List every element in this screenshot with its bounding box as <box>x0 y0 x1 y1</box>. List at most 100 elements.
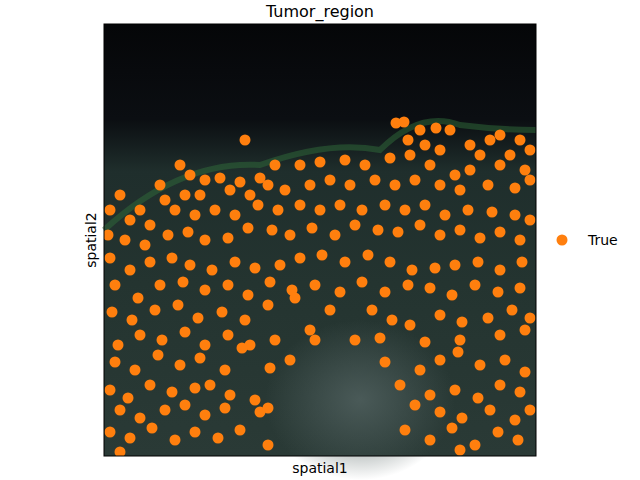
point <box>178 277 189 288</box>
point <box>330 230 341 241</box>
point <box>145 220 156 231</box>
point <box>105 253 116 264</box>
point <box>295 160 306 171</box>
point <box>363 250 374 261</box>
point <box>315 205 326 216</box>
point <box>160 405 171 416</box>
point <box>473 257 484 268</box>
point <box>325 305 336 316</box>
point <box>170 435 181 446</box>
point <box>415 365 426 376</box>
point <box>135 413 146 424</box>
point <box>340 155 351 166</box>
point <box>317 250 328 261</box>
point <box>250 395 261 406</box>
point <box>157 335 168 346</box>
point <box>525 175 536 186</box>
point <box>237 343 248 354</box>
point <box>285 230 296 241</box>
point <box>115 190 126 201</box>
point <box>110 280 121 291</box>
point <box>425 435 436 446</box>
point <box>370 175 381 186</box>
point <box>425 283 436 294</box>
point <box>104 230 114 241</box>
point <box>190 383 201 394</box>
point <box>450 385 461 396</box>
point <box>135 205 146 216</box>
point <box>123 393 134 404</box>
point <box>185 170 196 181</box>
point <box>435 230 446 241</box>
point <box>275 260 286 271</box>
point <box>403 135 414 146</box>
point <box>315 157 326 168</box>
point <box>107 307 118 318</box>
point <box>380 357 391 368</box>
point <box>200 340 211 351</box>
point <box>357 205 368 216</box>
point <box>407 265 418 276</box>
point <box>373 225 384 236</box>
point <box>485 135 496 146</box>
point <box>387 315 398 326</box>
point <box>240 315 251 326</box>
label: True <box>587 232 618 248</box>
point <box>263 440 274 451</box>
point <box>223 233 234 244</box>
point <box>495 265 506 276</box>
point <box>457 317 468 328</box>
point <box>250 263 261 274</box>
point <box>265 363 276 374</box>
point <box>200 285 211 296</box>
point <box>130 365 141 376</box>
point <box>220 365 231 376</box>
point <box>220 403 231 414</box>
point <box>230 210 241 221</box>
point <box>125 433 136 444</box>
point <box>455 225 466 236</box>
point <box>400 425 411 436</box>
point <box>525 215 536 226</box>
point <box>440 210 451 221</box>
frame <box>104 24 536 456</box>
point <box>150 305 161 316</box>
point <box>510 183 521 194</box>
point <box>520 367 531 378</box>
point <box>495 130 506 141</box>
point <box>105 427 116 438</box>
point <box>263 300 274 311</box>
point <box>335 287 346 298</box>
point <box>175 360 186 371</box>
point <box>450 170 461 181</box>
point <box>403 280 414 291</box>
point <box>173 300 184 311</box>
point <box>223 330 234 341</box>
point <box>147 423 158 434</box>
point <box>110 357 121 368</box>
point <box>473 393 484 404</box>
point <box>167 253 178 264</box>
point <box>135 330 146 341</box>
point <box>410 175 421 186</box>
point <box>310 280 321 291</box>
point <box>420 140 431 151</box>
point <box>380 200 391 211</box>
point <box>133 293 144 304</box>
point <box>420 337 431 348</box>
point <box>525 405 536 416</box>
point <box>207 265 218 276</box>
point <box>213 433 224 444</box>
point <box>180 400 191 411</box>
point <box>335 200 346 211</box>
point <box>495 380 506 391</box>
point <box>185 260 196 271</box>
point <box>493 427 504 438</box>
point <box>435 180 446 191</box>
point <box>510 210 521 221</box>
point <box>215 173 226 184</box>
point <box>367 305 378 316</box>
point <box>200 175 211 186</box>
point <box>115 447 126 457</box>
point <box>225 390 236 401</box>
